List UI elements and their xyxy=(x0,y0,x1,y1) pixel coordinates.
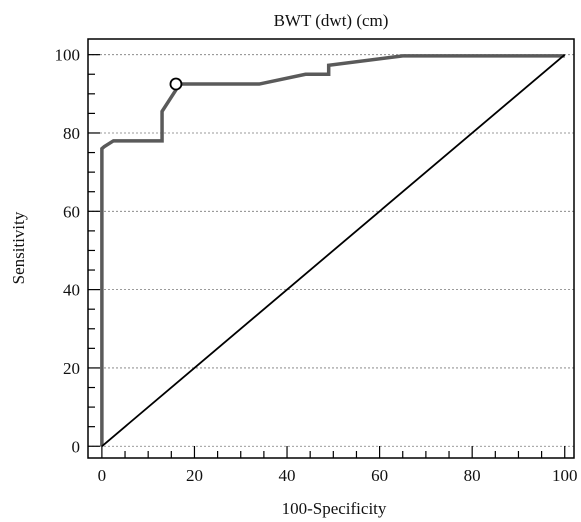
plot-area: 0 20 40 60 80 100 0 20 40 60 80 100 xyxy=(55,38,578,485)
x-tick-label-80: 80 xyxy=(464,466,481,485)
y-tick-label-80: 80 xyxy=(63,124,80,143)
y-tick-label-0: 0 xyxy=(72,437,81,456)
x-axis-title: 100-Specificity xyxy=(282,499,387,518)
x-tick-label-20: 20 xyxy=(186,466,203,485)
x-tick-label-100: 100 xyxy=(552,466,578,485)
roc-curve-line xyxy=(100,54,565,447)
optimal-cutoff-marker xyxy=(169,77,183,91)
y-tick-label-40: 40 xyxy=(63,281,80,300)
chart-title: BWT (dwt) (cm) xyxy=(274,11,389,30)
y-tick-label-60: 60 xyxy=(63,202,80,221)
y-tick-label-20: 20 xyxy=(63,359,80,378)
x-tick-label-0: 0 xyxy=(98,466,107,485)
x-tick-label-60: 60 xyxy=(371,466,388,485)
reference-diagonal-line xyxy=(101,53,566,447)
y-axis-title: Sensitivity xyxy=(9,211,28,284)
x-tick-label-40: 40 xyxy=(279,466,296,485)
y-tick-label-100: 100 xyxy=(55,46,81,65)
plot-frame xyxy=(87,38,575,459)
